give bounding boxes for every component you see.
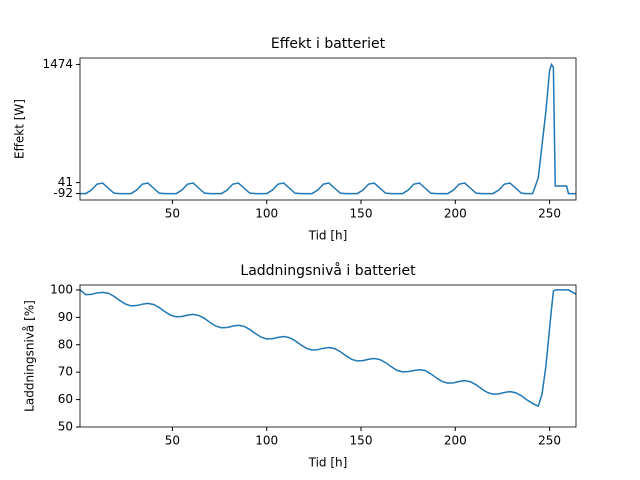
x-tick-label: 50 [165,207,180,221]
x-tick-label: 200 [444,207,467,221]
y-tick-label: 90 [58,310,73,324]
x-tick-label: 150 [350,434,373,448]
y-tick-label: -92 [53,186,73,200]
x-axis-label: Tid [h] [308,229,348,243]
x-tick-label: 250 [538,434,561,448]
y-tick-label: 70 [58,365,73,379]
x-tick-label: 250 [538,207,561,221]
data-line [80,62,576,195]
chart-title: Laddningsnivå i batteriet [240,262,416,279]
data-line [79,289,577,408]
x-tick-label: 100 [255,207,278,221]
x-tick-label: 150 [350,207,373,221]
y-tick-label: 100 [50,282,73,296]
x-tick-label: 100 [255,434,278,448]
x-tick-label: 200 [444,434,467,448]
y-tick-label: 1474 [42,57,73,71]
x-tick-label: 50 [165,434,180,448]
x-axis-label: Tid [h] [308,456,348,470]
y-axis-label: Laddningsnivå [%] [23,300,37,412]
y-tick-label: 80 [58,337,73,351]
axes-frame [79,284,577,428]
y-tick-label: 41 [58,175,73,189]
y-tick-label: 50 [58,420,73,434]
chart-title: Effekt i batteriet [271,36,386,52]
y-tick-label: 60 [58,392,73,406]
axes-frame [79,57,577,201]
y-axis-label: Effekt [W] [13,99,27,159]
